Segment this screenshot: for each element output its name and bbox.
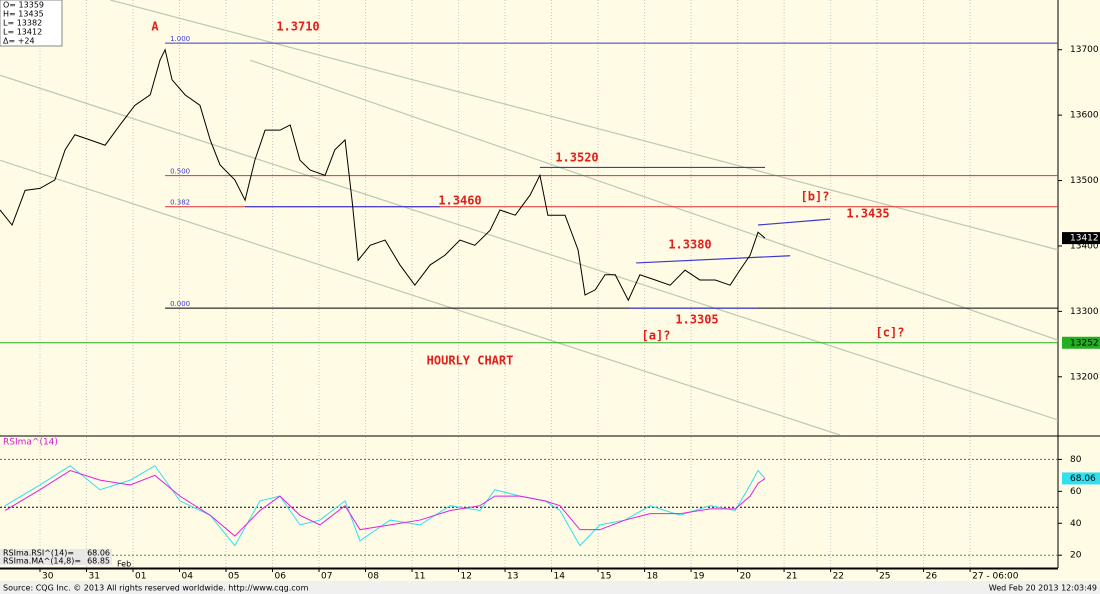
x-tick-label: 13: [507, 572, 518, 582]
last-price-tag: [1062, 232, 1100, 245]
x-tick-label: 19: [693, 572, 705, 582]
rsi-tag-label: 68.06: [1070, 474, 1096, 484]
annotation: 1.3305: [675, 313, 718, 327]
y-tick-label: 20: [1070, 551, 1082, 561]
channel-line: [110, 0, 1058, 251]
fib-label: 1.000: [170, 35, 190, 43]
readout-line: Δ= +24: [3, 37, 35, 46]
x-tick-label: 22: [833, 572, 844, 582]
readout-line: L= 13412: [3, 28, 42, 37]
y-tick-label: 13400: [1070, 241, 1099, 251]
x-tick-label: 31: [89, 572, 100, 582]
rsi-tag: [1062, 472, 1100, 485]
legend-name: RSIma.RSI^(14)=: [3, 549, 74, 558]
last-price-label: 13412: [1070, 234, 1099, 244]
annotation: 1.3520: [555, 151, 598, 165]
y-tick-label: 13600: [1070, 111, 1099, 121]
annotation: A: [151, 20, 159, 34]
x-tick-label: 04: [182, 572, 194, 582]
rsi-pane: [0, 437, 1058, 568]
readout-line: L= 13382: [3, 19, 42, 28]
x-tick-label: 15: [600, 572, 611, 582]
y-tick-label: 13500: [1070, 176, 1099, 186]
x-tick-label: 05: [228, 572, 239, 582]
fib-label: 0.000: [170, 300, 190, 308]
x-tick-label: 01: [135, 572, 146, 582]
rsi-title: RSIma^(14): [3, 438, 58, 448]
x-tick-label: 25: [879, 572, 890, 582]
annotation: HOURLY CHART: [427, 354, 514, 368]
y-tick-label: 13200: [1070, 372, 1099, 382]
annotation: 1.3380: [668, 238, 711, 252]
y-tick-label: 13300: [1070, 307, 1099, 317]
x-tick-label: 11: [414, 572, 425, 582]
x-tick-label: 30: [42, 572, 54, 582]
x-tick-label: 14: [554, 572, 566, 582]
annotation: 1.3435: [846, 207, 889, 221]
readout-box: [0, 0, 63, 47]
price-line: [0, 48, 766, 302]
x-unit-label: Feb: [117, 560, 131, 569]
legend-box: [0, 557, 112, 565]
readout-line: O= 13359: [3, 1, 44, 10]
footer-source: Source: CQG Inc. © 2013 All rights reser…: [3, 584, 309, 593]
y-tick-label: 80: [1070, 455, 1082, 465]
x-tick-label: 26: [926, 572, 938, 582]
annotation: [a]?: [642, 329, 671, 343]
x-tick-label: 27 - 06:00: [972, 572, 1019, 582]
annotation: [c]?: [876, 326, 905, 340]
annotation: 1.3460: [438, 194, 481, 208]
channel-line: [250, 59, 1058, 341]
y-tick-label: 40: [1070, 519, 1082, 529]
legend-value: 68.06: [87, 549, 110, 558]
level-tag-label: 13252: [1070, 338, 1099, 348]
price-pane: [0, 0, 1058, 435]
footer-bar: [0, 581, 1100, 594]
legend-name: RSIma.MA^(14,8)=: [3, 557, 81, 566]
x-tick-label: 18: [647, 572, 659, 582]
fib-label: 0.382: [170, 199, 190, 207]
footer-timestamp: Wed Feb 20 2013 12:03:49: [989, 584, 1097, 593]
y-tick-label: 13700: [1070, 45, 1099, 55]
x-tick-label: 08: [368, 572, 380, 582]
x-tick-label: 12: [461, 572, 472, 582]
trend-segment: [636, 255, 791, 264]
rsi-series: [4, 465, 766, 547]
y-tick-label: 60: [1070, 487, 1082, 497]
x-tick-label: 21: [786, 572, 797, 582]
background: [0, 0, 1100, 568]
x-axis-strip: [0, 568, 1100, 581]
x-tick-label: 06: [275, 572, 287, 582]
legend-box: [0, 549, 112, 557]
channel-line: [0, 159, 841, 435]
annotation: 1.3710: [276, 20, 319, 34]
x-tick-label: 20: [740, 572, 752, 582]
annotation: [b]?: [801, 190, 830, 204]
channel-line: [0, 74, 1058, 421]
legend-value: 68.85: [87, 557, 110, 566]
trend-segment: [757, 218, 831, 226]
readout-line: H= 13435: [3, 10, 44, 19]
rsi-series: [4, 470, 766, 537]
x-tick-label: 07: [321, 572, 332, 582]
fib-label: 0.500: [170, 168, 190, 176]
level-tag: [1062, 336, 1100, 349]
